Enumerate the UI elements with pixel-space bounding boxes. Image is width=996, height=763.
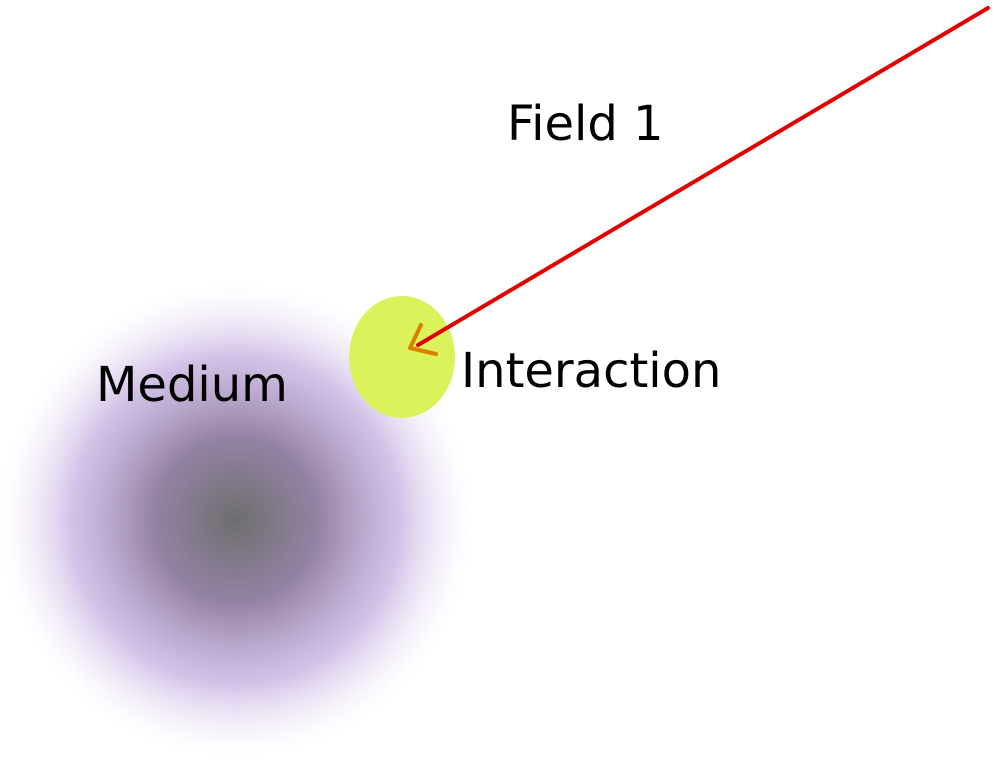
field-ray (416, 6, 990, 347)
field-label: Field 1 (507, 96, 664, 152)
interaction-label: Interaction (461, 343, 722, 399)
medium-region (0, 284, 472, 756)
medium-label: Medium (96, 357, 288, 413)
interaction-region (349, 296, 455, 418)
arrow-icon (408, 323, 438, 356)
